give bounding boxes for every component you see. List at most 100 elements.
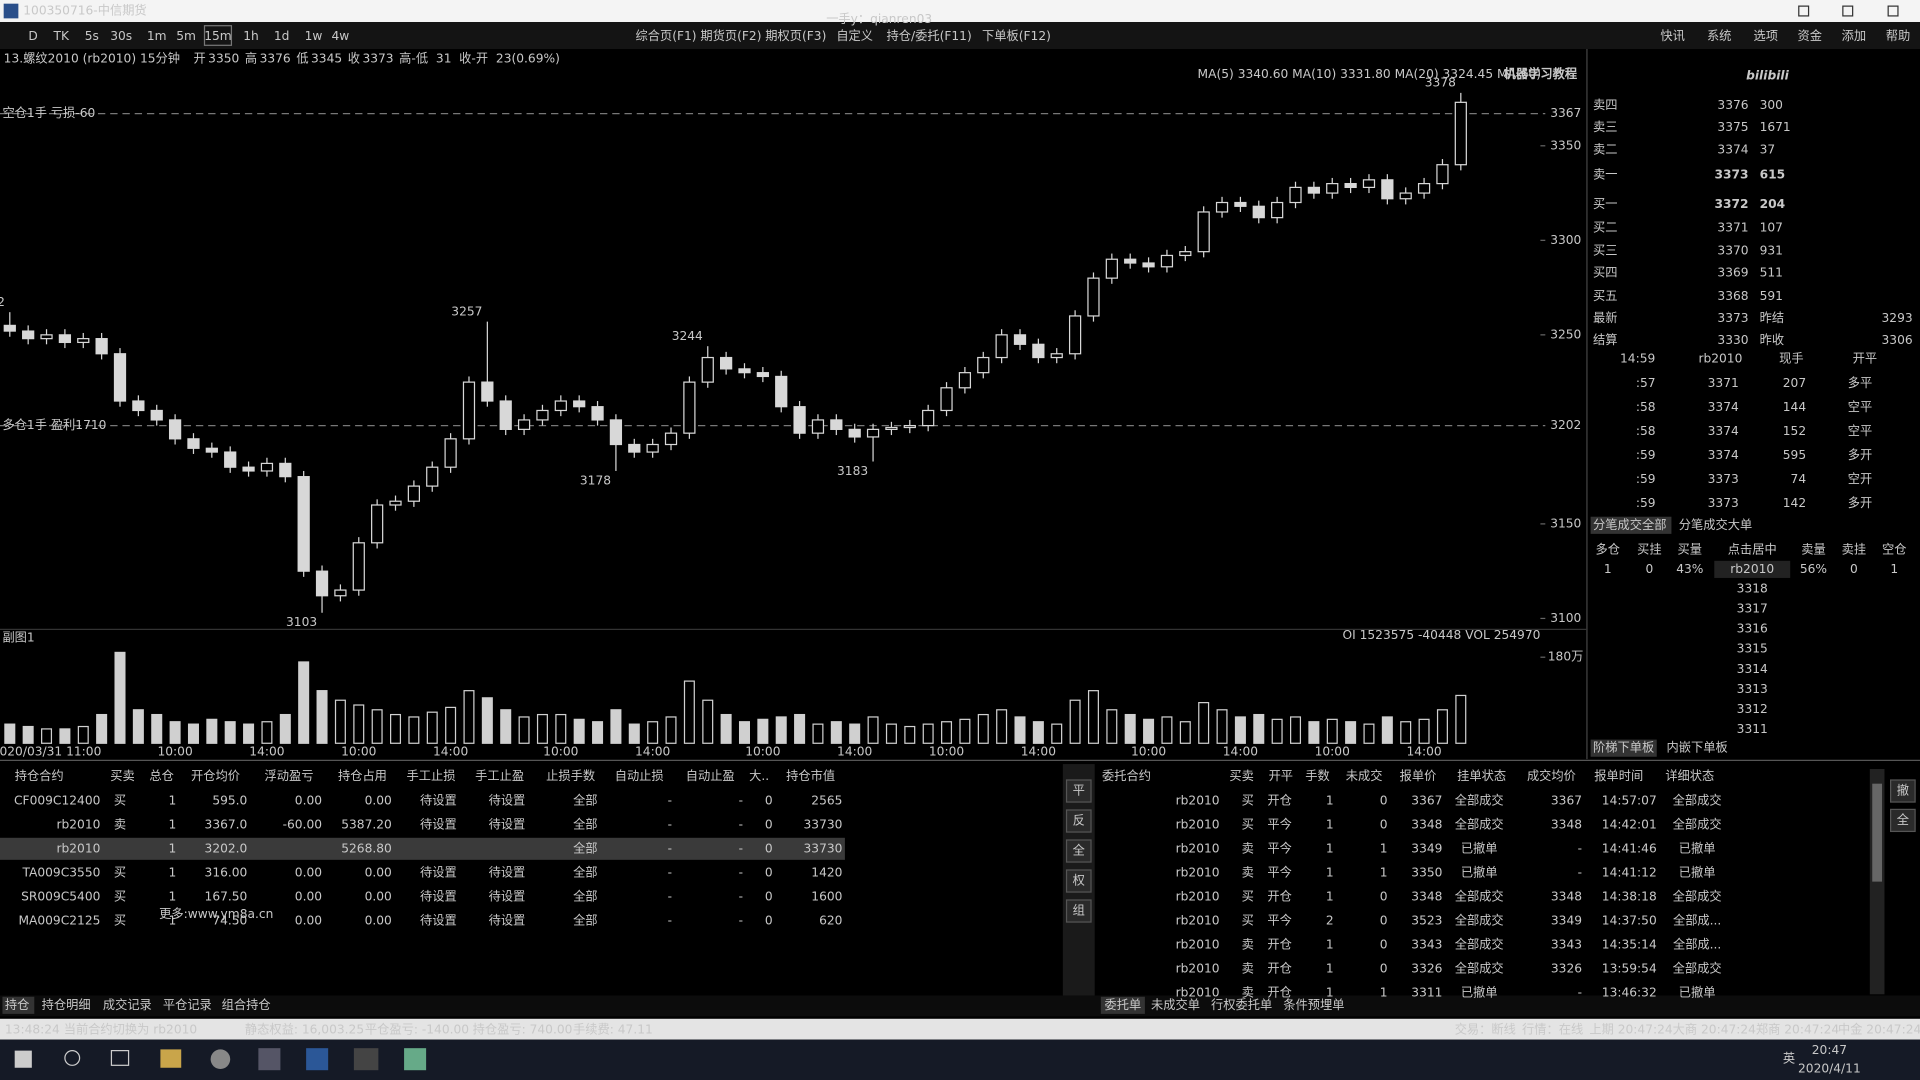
ladder-price[interactable]: 3316 xyxy=(1737,622,1768,636)
side-button-label[interactable]: 组 xyxy=(1073,904,1085,918)
x-tick-label: 10:00 xyxy=(1315,744,1350,758)
tab-active xyxy=(1590,739,1657,757)
menu-item[interactable]: 下单板(F12) xyxy=(982,29,1051,43)
ladder-price[interactable]: 3317 xyxy=(1737,602,1768,616)
menu-item[interactable]: 期货页(F2) xyxy=(700,28,761,43)
menu-item[interactable]: 系统 xyxy=(1707,29,1731,43)
table-cell: 0 xyxy=(1380,961,1388,975)
menu-item[interactable]: 资金 xyxy=(1798,28,1822,43)
table-cell: - xyxy=(668,817,672,831)
tab[interactable]: 内嵌下单板 xyxy=(1667,741,1728,755)
app-icon[interactable] xyxy=(210,1049,231,1069)
start-button[interactable] xyxy=(14,1050,32,1068)
table-cell[interactable]: TA009C3550 xyxy=(21,865,100,879)
window-button[interactable] xyxy=(1798,5,1810,17)
menu-item[interactable]: 自定义 xyxy=(836,28,873,43)
scroll-thumb[interactable] xyxy=(1872,783,1883,882)
ladder-price[interactable]: 3314 xyxy=(1737,662,1768,676)
ladder-header: 空仓 xyxy=(1882,542,1906,556)
side-button[interactable] xyxy=(1890,808,1916,833)
menu-item[interactable]: 期权页(F3) xyxy=(765,29,826,43)
tab[interactable]: 持仓 xyxy=(5,997,29,1012)
period-button[interactable]: 1d xyxy=(274,29,290,43)
table-cell[interactable]: CF009C12400 xyxy=(14,793,100,807)
volume-bar xyxy=(169,721,181,744)
table-cell: 平今 xyxy=(1267,864,1291,879)
clock-date[interactable]: 2020/4/11 xyxy=(1798,1061,1861,1075)
tab[interactable]: 条件预埋单 xyxy=(1283,998,1344,1012)
ladder-price[interactable]: 3311 xyxy=(1737,722,1768,736)
app-icon[interactable] xyxy=(306,1048,329,1071)
menu-item[interactable]: 快讯 xyxy=(1660,29,1684,43)
tab[interactable]: 组合持仓 xyxy=(222,997,271,1012)
period-button[interactable]: 15m xyxy=(204,29,231,43)
ladder-price[interactable]: 3315 xyxy=(1737,642,1768,656)
side-button-label[interactable]: 权 xyxy=(1073,874,1085,888)
menu-item[interactable]: 添加 xyxy=(1842,29,1866,43)
table-cell[interactable]: rb2010 xyxy=(56,841,100,855)
side-button[interactable] xyxy=(1065,839,1092,863)
candle-body xyxy=(187,438,200,449)
table-cell: 620 xyxy=(819,913,842,927)
tab[interactable]: 持仓明细 xyxy=(42,997,91,1012)
period-button[interactable]: 30s xyxy=(110,29,132,43)
window-button[interactable] xyxy=(1887,5,1899,17)
period-button[interactable]: 5m xyxy=(176,29,196,43)
side-button[interactable] xyxy=(1065,779,1092,803)
side-button-label[interactable]: 平 xyxy=(1073,784,1085,798)
table-cell: 全部 xyxy=(573,912,597,927)
tab[interactable]: 成交记录 xyxy=(103,997,152,1012)
ladder-price[interactable]: 3313 xyxy=(1737,682,1768,696)
side-button[interactable] xyxy=(1065,899,1092,923)
side-button[interactable] xyxy=(1890,779,1916,803)
tab[interactable]: 行权委托单 xyxy=(1211,998,1272,1012)
ladder-price[interactable]: 3312 xyxy=(1737,702,1768,716)
table-cell: 1 xyxy=(169,817,177,831)
period-button[interactable]: 5s xyxy=(85,29,99,43)
period-button[interactable]: 1w xyxy=(305,29,323,43)
volume-info: OI 1523575 -40448 VOL 254970 xyxy=(1342,628,1540,642)
menu-item[interactable]: 综合页(F1) xyxy=(636,28,697,43)
app-icon[interactable] xyxy=(353,1048,379,1071)
tab[interactable]: 未成交单 xyxy=(1151,997,1200,1012)
clock-time[interactable]: 20:47 xyxy=(1812,1043,1847,1057)
app-icon[interactable] xyxy=(160,1049,182,1068)
tab[interactable]: 委托单 xyxy=(1104,998,1141,1012)
tab[interactable]: 分笔成交大单 xyxy=(1679,517,1752,532)
side-button-label[interactable]: 撤 xyxy=(1897,783,1909,798)
side-button-label[interactable]: 全 xyxy=(1073,843,1085,858)
tab[interactable]: 阶梯下单板 xyxy=(1593,741,1654,755)
side-button[interactable] xyxy=(1065,869,1092,893)
task-view-icon[interactable] xyxy=(110,1050,130,1066)
tab[interactable]: 分笔成交全部 xyxy=(1593,517,1666,532)
table-cell[interactable]: rb2010 xyxy=(56,817,100,831)
candle-body xyxy=(554,400,567,412)
period-button[interactable]: TK xyxy=(52,29,69,43)
period-button[interactable]: 1h xyxy=(243,29,259,43)
side-button[interactable] xyxy=(1065,809,1092,833)
app-icon[interactable] xyxy=(404,1048,427,1071)
menu-item[interactable]: 持仓/委托(F11) xyxy=(887,28,972,43)
tick-cell: 3373 xyxy=(1708,496,1739,510)
table-cell: 0.00 xyxy=(365,793,392,807)
candle-body xyxy=(1142,262,1155,268)
window-button[interactable] xyxy=(1842,5,1854,17)
tick-header: rb2010 xyxy=(1698,351,1742,365)
menu-item[interactable]: 帮助 xyxy=(1886,29,1910,43)
ladder-price[interactable]: 3318 xyxy=(1737,581,1768,595)
input-language[interactable]: 英 xyxy=(1783,1052,1795,1066)
tab[interactable]: 平仓记录 xyxy=(163,998,212,1012)
period-button[interactable]: D xyxy=(28,29,37,43)
period-button[interactable]: 4w xyxy=(332,29,350,43)
ladder-cell[interactable]: rb2010 xyxy=(1730,562,1774,576)
app-icon[interactable] xyxy=(258,1048,281,1071)
search-icon[interactable] xyxy=(64,1050,81,1066)
table-header: 成交均价 xyxy=(1527,768,1576,783)
table-cell[interactable]: MA009C2125 xyxy=(18,913,100,927)
side-button-label[interactable]: 反 xyxy=(1073,814,1085,828)
table-cell[interactable]: SR009C5400 xyxy=(21,889,100,903)
y-tick-label: 3250 xyxy=(1550,327,1581,341)
period-button[interactable]: 1m xyxy=(147,29,167,43)
side-button-label[interactable]: 全 xyxy=(1897,812,1909,827)
menu-item[interactable]: 选项 xyxy=(1753,29,1777,43)
